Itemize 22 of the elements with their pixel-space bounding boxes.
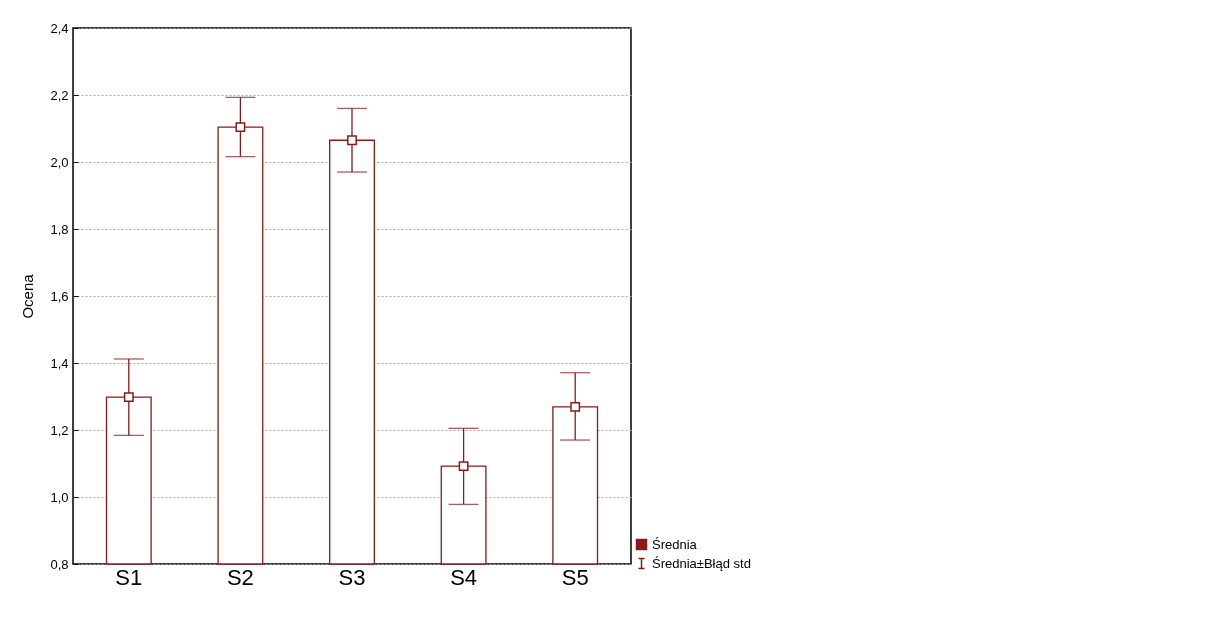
x-tick-label: S5 bbox=[561, 564, 589, 590]
x-tick-label: S3 bbox=[338, 564, 366, 590]
y-tick-label: 1,2 bbox=[50, 422, 69, 438]
y-tick-label: 1,6 bbox=[50, 288, 69, 304]
point bbox=[347, 135, 357, 146]
y-tick-label: 2,4 bbox=[50, 20, 69, 36]
x-tick-label: S1 bbox=[115, 564, 143, 590]
x-tick-label: S4 bbox=[450, 564, 478, 590]
y-tick-label: 1,8 bbox=[50, 221, 69, 237]
point bbox=[235, 122, 246, 133]
y-tick-label: 2,0 bbox=[50, 154, 69, 170]
point bbox=[458, 461, 469, 472]
y-axis-title: Ocena bbox=[19, 273, 37, 319]
y-tick-label: 0,8 bbox=[50, 556, 69, 572]
y-tick-label: 1,4 bbox=[50, 355, 69, 371]
y-tick-label: 1,0 bbox=[50, 489, 69, 505]
legend-label: Średnia bbox=[652, 536, 698, 552]
text: Średnia±Błąd std bbox=[652, 555, 751, 571]
y-tick-label: 2,2 bbox=[50, 87, 69, 103]
point bbox=[570, 401, 581, 412]
x-tick-label: S2 bbox=[226, 564, 254, 590]
point bbox=[123, 392, 134, 403]
